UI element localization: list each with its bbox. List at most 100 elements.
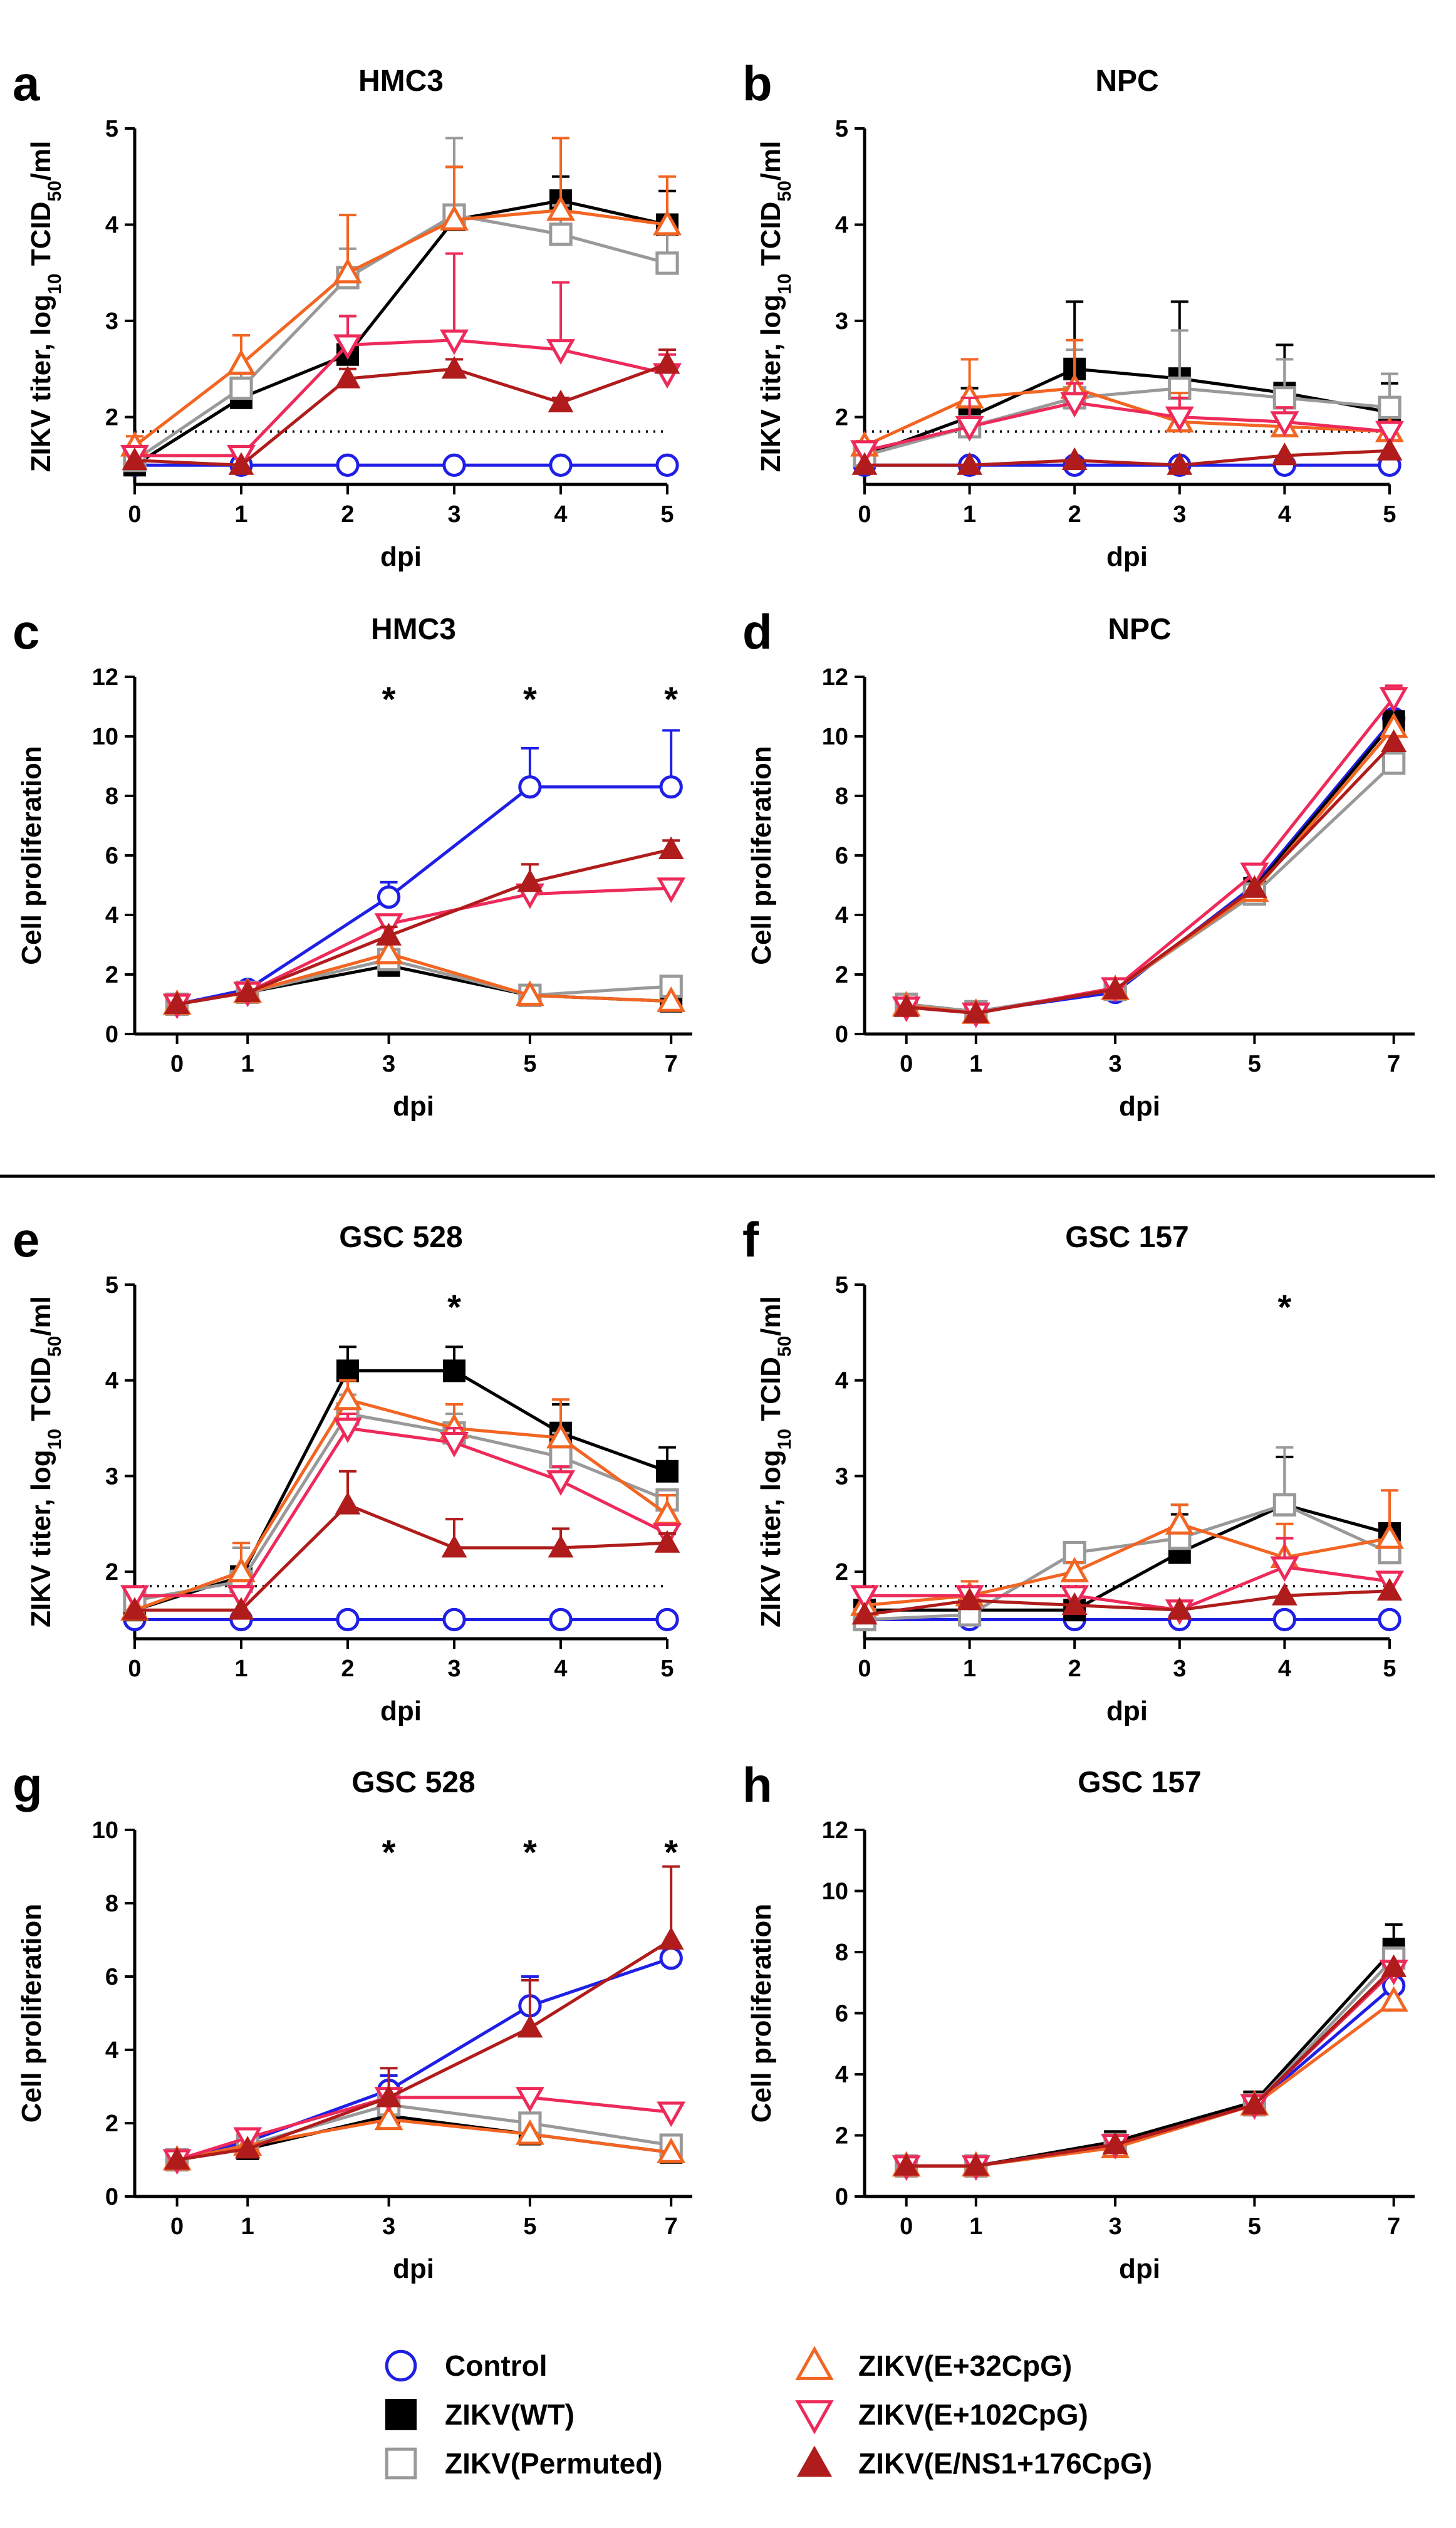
data-point [1241,875,1267,898]
panel-letter: d [742,604,772,659]
x-tick-label: 5 [660,1656,673,1682]
data-point [377,885,401,909]
panel-letter: a [13,56,40,111]
data-point [963,1000,989,1023]
series-permuted [895,751,1406,1024]
y-tick-label: 4 [835,902,848,929]
legend-label: ZIKV(E/NS1+176CpG) [858,2447,1152,2480]
series-ens1 [893,1954,1407,2176]
series-ens1 [893,729,1407,1023]
x-tick-label: 2 [341,1656,354,1682]
x-tick-label: 5 [1248,1051,1261,1077]
y-tick-label: 6 [105,1964,118,1990]
legend-marker-e32 [795,2346,834,2380]
x-tick-label: 4 [1278,501,1291,528]
series-line [134,1369,668,1612]
series-e32 [892,1986,1408,2177]
legend-item-wt: ZIKV(WT) [385,2398,575,2431]
x-tick-label: 5 [523,1051,536,1077]
panel-b: b NPC 2 3 4 5 0 1 2 3 4 5 dpi ZIKV titer, log10 TCID5… [742,56,1404,572]
data-point [336,1359,359,1382]
data-point [227,349,256,375]
y-tick-label: 4 [835,212,848,239]
significance-star: * [664,679,678,719]
data-point [654,351,680,374]
legend-marker-control [385,2349,417,2382]
data-point [515,2087,544,2113]
data-point [655,1607,679,1632]
data-point [515,980,544,1006]
y-tick-label: 5 [105,1272,118,1298]
y-tick-label: 0 [835,2184,848,2210]
legend-label: ZIKV(E+32CpG) [858,2349,1072,2382]
y-tick-label: 10 [92,724,118,750]
data-point [1060,392,1089,418]
y-tick-label: 12 [822,1817,848,1844]
data-point [164,991,190,1014]
series-control [895,706,1406,1024]
legend: Control ZIKV(WT) ZIKV(Permuted) ZIKV(E+32Cp… [385,2346,1152,2480]
panel-title: GSC 157 [1078,1766,1201,1799]
series-line [135,338,668,457]
data-point [374,938,403,964]
y-tick-label: 4 [105,902,118,929]
data-point [1060,1557,1089,1583]
x-tick-label: 3 [382,2213,395,2240]
series-ens1 [164,1865,684,2170]
panel-f: f GSC 157 2 3 4 5 0 1 2 3 4 5 dpi ZIKV titer, log10 T… [742,1212,1404,1726]
series-e32 [120,1379,682,1621]
y-tick-label: 6 [105,843,118,869]
series-wt [895,710,1405,1023]
data-point [120,1585,149,1611]
significance-star: * [382,1832,396,1872]
panel-title: HMC3 [358,65,444,98]
data-point [1270,411,1299,437]
series-wt [123,1345,679,1622]
data-point [1165,406,1194,432]
series-ens1 [851,1577,1403,1625]
data-point [654,1530,680,1553]
data-point [227,1585,256,1611]
data-point [850,440,879,466]
y-tick-label: 2 [835,2123,848,2149]
series-line [906,1984,1395,2168]
data-point [1379,687,1408,713]
data-point [440,205,469,231]
data-point [122,447,148,471]
series-line [906,741,1395,1015]
series-ens1 [122,1470,680,1620]
y-tick-label: 0 [105,1021,118,1048]
y-tick-label: 5 [105,116,118,142]
data-point [1272,1607,1297,1632]
x-tick-label: 0 [900,1051,913,1077]
series-line [133,199,668,467]
data-point [656,1460,679,1483]
panel-g: g GSC 528 0 2 4 6 8 10 0 1 3 5 7 dpi Cell proliferatio… [13,1757,692,2284]
legend-label: ZIKV(E+102CpG) [858,2398,1088,2431]
y-tick-label: 4 [835,1368,848,1394]
x-tick-label: 0 [128,1656,141,1682]
data-point [1381,1954,1407,1977]
panel-letter: c [13,604,39,659]
data-point [546,1423,575,1449]
data-point [229,376,253,400]
x-tick-label: 0 [900,2213,913,2240]
data-point [333,1418,362,1443]
series-ens1 [164,836,684,1014]
data-point [1378,1607,1401,1632]
data-point [234,2136,261,2159]
series-line [906,717,1395,1013]
x-tick-label: 7 [1387,1051,1400,1077]
significance-star: * [523,1832,537,1872]
panel-letter: g [13,1757,43,1812]
data-point [376,2084,402,2108]
significance-star: * [523,679,537,719]
data-point [227,1557,256,1583]
data-point [335,365,361,389]
y-tick-label: 3 [835,308,848,335]
y-tick-label: 5 [835,1272,848,1298]
data-point [659,775,683,799]
data-point [549,1607,573,1632]
data-point [549,222,573,246]
data-point [1376,1577,1403,1601]
